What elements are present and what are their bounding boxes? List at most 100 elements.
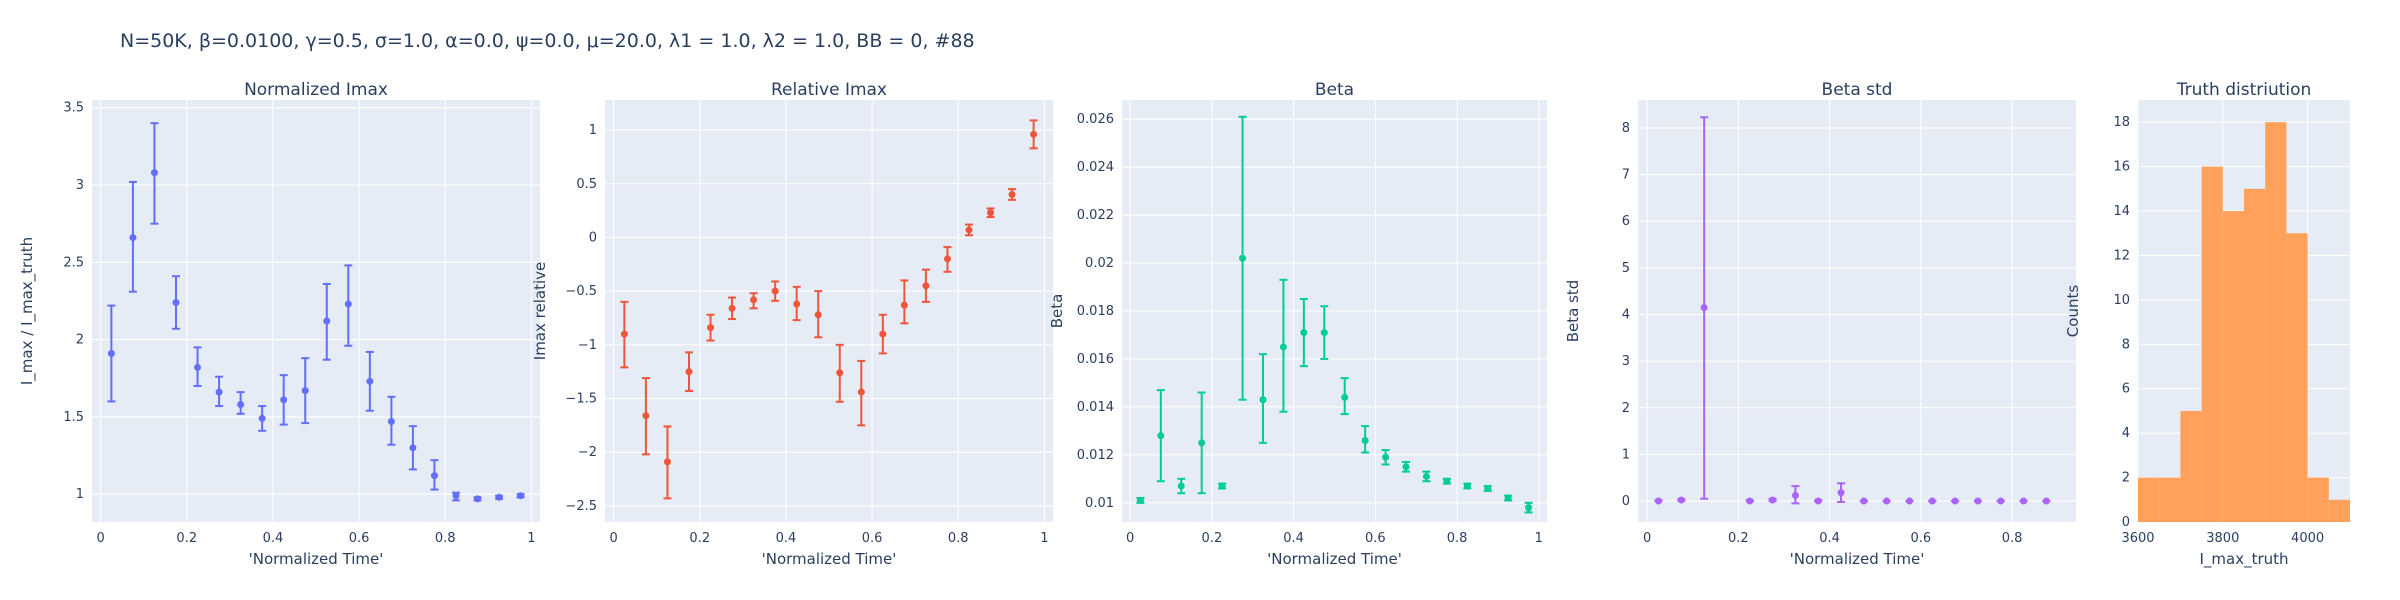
histogram-bar	[2307, 477, 2329, 522]
plot-background	[1638, 100, 2076, 522]
y-tick-label: 3.5	[63, 101, 84, 116]
data-point	[1008, 190, 1016, 198]
x-tick-label: 0.4	[1819, 531, 1840, 546]
subplot-title: Beta std	[1822, 80, 1893, 100]
data-point	[1814, 497, 1822, 505]
data-point	[1463, 482, 1471, 490]
y-tick-label: 18	[2113, 115, 2130, 130]
data-point	[1746, 497, 1754, 505]
plot-background	[605, 100, 1053, 522]
x-tick-label: 0.8	[948, 531, 969, 546]
data-point	[301, 387, 309, 395]
x-axis-label: I_max_truth	[2199, 550, 2288, 569]
data-point	[237, 401, 245, 409]
y-tick-label: 8	[1622, 121, 1630, 136]
x-tick-label: 1	[1535, 531, 1543, 546]
histogram-bar	[2244, 188, 2266, 522]
y-tick-label: 1.5	[63, 410, 84, 425]
subplot-5: 3600 3800 4000 0 2 4 6 8 10 12 14 16 18 Truth distriu…	[2064, 80, 2350, 569]
y-tick-label: 0.024	[1077, 160, 1114, 175]
data-point	[1030, 130, 1038, 138]
data-point	[1791, 491, 1799, 499]
data-point	[215, 388, 223, 396]
data-point	[1239, 254, 1247, 262]
data-point	[1655, 497, 1663, 505]
x-tick-label: 1	[1040, 531, 1048, 546]
data-point	[1361, 436, 1369, 444]
data-point	[1504, 494, 1512, 502]
histogram-bar	[2180, 410, 2202, 522]
data-point	[474, 495, 482, 503]
data-point	[943, 255, 951, 263]
data-point	[452, 492, 460, 500]
y-tick-label: 0.018	[1077, 304, 1114, 319]
y-tick-label: −0.5	[565, 284, 597, 299]
data-point	[1402, 463, 1410, 471]
y-tick-label: 6	[1622, 214, 1630, 229]
data-point	[150, 169, 158, 177]
data-point	[172, 298, 180, 306]
y-tick-label: 0.026	[1077, 112, 1114, 127]
data-point	[642, 412, 650, 420]
y-tick-label: −2.5	[565, 499, 597, 514]
y-tick-label: 0.5	[576, 177, 597, 192]
x-tick-label: 0.6	[349, 531, 370, 546]
data-point	[1484, 484, 1492, 492]
data-point	[1177, 482, 1185, 490]
y-tick-label: 12	[2113, 248, 2130, 263]
y-axis-label: Imax relative	[531, 262, 549, 360]
data-point	[1997, 497, 2005, 505]
data-point	[1157, 432, 1165, 440]
subplot-title: Beta	[1315, 80, 1354, 100]
data-point	[965, 226, 973, 234]
data-point	[258, 414, 266, 422]
histogram-bar	[2201, 166, 2223, 522]
data-point	[620, 330, 628, 338]
x-tick-label: 0.6	[862, 531, 883, 546]
data-point	[344, 300, 352, 308]
subplot-1: 0 0.2 0.4 0.6 0.8 1 1 1.5 2 2.5 3 3.5 Normalized Ima…	[18, 80, 540, 568]
data-point	[793, 300, 801, 308]
y-tick-label: −1.5	[565, 392, 597, 407]
histogram-bar	[2222, 211, 2244, 523]
data-point	[194, 363, 202, 371]
y-tick-label: −1	[578, 338, 597, 353]
data-point	[1974, 497, 1982, 505]
y-tick-label: 2	[76, 333, 84, 348]
data-point	[1928, 497, 1936, 505]
data-point	[857, 388, 865, 396]
data-point	[280, 396, 288, 404]
data-point	[323, 317, 331, 325]
data-point	[900, 301, 908, 309]
y-tick-label: 0	[1622, 494, 1630, 509]
data-point	[814, 311, 822, 319]
data-point	[1320, 329, 1328, 337]
data-point	[728, 304, 736, 312]
x-tick-label: 3800	[2206, 531, 2239, 546]
y-tick-label: 4	[1622, 307, 1630, 322]
y-tick-label: 10	[2113, 293, 2130, 308]
data-point	[685, 368, 693, 376]
x-tick-label: 0	[96, 531, 104, 546]
data-point	[1443, 477, 1451, 485]
data-point	[2020, 497, 2028, 505]
data-point	[663, 458, 671, 466]
subplot-4: 0 0.2 0.4 0.6 0.8 0 1 2 3 4 5 6 7 8 Beta std 'Normalize…	[1564, 80, 2076, 568]
x-tick-label: 0.8	[435, 531, 456, 546]
y-tick-label: 16	[2113, 160, 2130, 175]
x-tick-label: 0	[1643, 531, 1651, 546]
data-point	[771, 287, 779, 295]
data-point	[1198, 439, 1206, 447]
x-tick-label: 0.6	[1911, 531, 1932, 546]
plot-background	[92, 100, 540, 522]
y-tick-label: 0	[589, 230, 597, 245]
histogram-bar	[2286, 233, 2308, 522]
data-point	[987, 209, 995, 217]
y-tick-label: 8	[2122, 337, 2130, 352]
data-point	[409, 444, 417, 452]
y-tick-label: 3	[76, 178, 84, 193]
y-tick-label: 4	[2122, 426, 2130, 441]
data-point	[1300, 329, 1308, 337]
y-tick-label: 7	[1622, 168, 1630, 183]
